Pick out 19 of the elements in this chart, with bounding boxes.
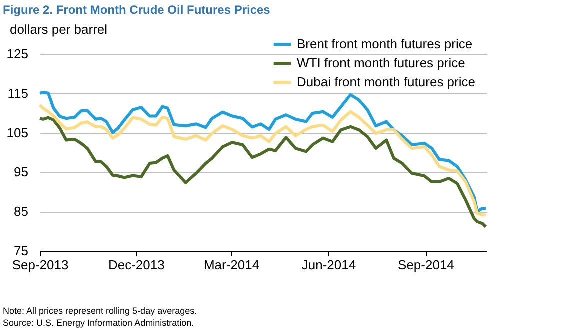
- x-tick-label: Mar-2014: [204, 258, 260, 272]
- x-tick-label: Dec-2013: [108, 258, 165, 272]
- x-tick-label: Sep-2013: [12, 258, 69, 272]
- x-tick-label: Sep-2014: [398, 258, 454, 272]
- y-tick-label: 85: [14, 204, 28, 220]
- text: Note: All prices represent rolling 5-day averages.: [3, 306, 198, 316]
- chart-title: Figure 2. Front Month Crude Oil Futures Prices: [3, 3, 271, 17]
- legend-label: Dubai front month futures price: [297, 74, 476, 90]
- y-tick-label: 75: [14, 244, 28, 258]
- line-series: [38, 116, 488, 228]
- source-note: Source: U.S. Energy Information Administration.: [3, 318, 194, 328]
- legend-label: Brent front month futures price: [297, 36, 473, 52]
- y-tick-label: 125: [6, 46, 28, 62]
- legend-label: WTI front month futures price: [297, 56, 466, 70]
- y-tick-label: 95: [14, 164, 28, 180]
- x-tick-label: Jun-2014: [302, 258, 356, 272]
- y-tick-label: 105: [6, 125, 28, 140]
- y-tick-label: 115: [8, 86, 28, 101]
- y-axis-title: dollars per barrel: [10, 22, 108, 37]
